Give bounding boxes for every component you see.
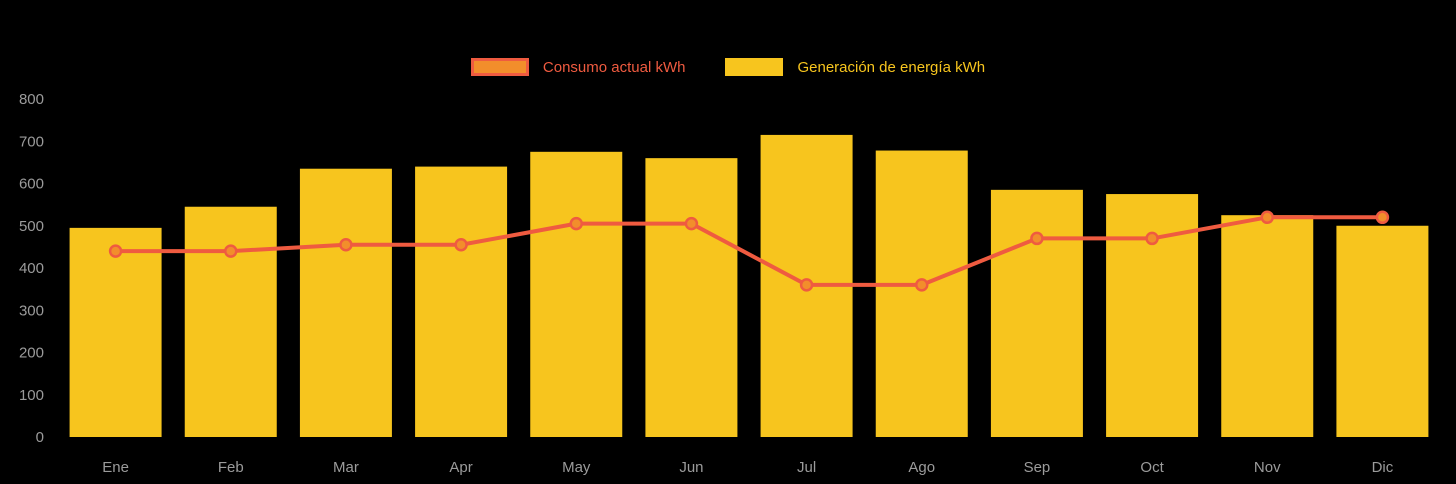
y-axis-tick-500: 500 — [19, 218, 44, 235]
y-axis-tick-800: 800 — [19, 91, 44, 108]
x-axis-label-sep: Sep — [1024, 459, 1051, 476]
legend-item-consumo[interactable]: Consumo actual kWh — [470, 58, 686, 76]
x-axis-label-may: May — [562, 459, 591, 476]
x-axis-label-mar: Mar — [333, 459, 359, 476]
legend-swatch-consumo — [470, 58, 529, 76]
line-point-feb[interactable] — [224, 244, 238, 258]
consumption-line[interactable] — [113, 215, 1385, 287]
legend-label-consumo: Consumo actual kWh — [542, 58, 686, 76]
line-point-dic[interactable] — [1375, 210, 1390, 225]
x-axis-label-oct: Oct — [1140, 459, 1164, 476]
bar-ago[interactable] — [875, 150, 968, 438]
bar-ene[interactable] — [69, 227, 162, 437]
y-axis-tick-400: 400 — [19, 260, 44, 277]
y-axis-tick-600: 600 — [19, 176, 44, 193]
bar-mar[interactable] — [299, 168, 392, 437]
y-axis-tick-300: 300 — [19, 302, 44, 319]
line-point-nov[interactable] — [1260, 210, 1274, 225]
line-point-oct[interactable] — [1145, 231, 1159, 246]
line-point-sep[interactable] — [1030, 231, 1044, 246]
chart-legend: Consumo actual kWh Generación de energía… — [0, 58, 1456, 76]
bar-feb[interactable] — [184, 206, 277, 437]
y-axis-tick-700: 700 — [19, 133, 44, 150]
legend-swatch-generacion — [725, 58, 784, 76]
x-axis-label-nov: Nov — [1254, 459, 1281, 476]
bar-jun[interactable] — [645, 158, 738, 437]
x-axis-label-apr: Apr — [449, 459, 472, 476]
y-axis-tick-0: 0 — [36, 429, 44, 446]
legend-item-generacion[interactable]: Generación de energía kWh — [725, 58, 985, 76]
line-point-ene[interactable] — [108, 244, 123, 258]
x-axis-label-dic: Dic — [1372, 459, 1394, 476]
y-axis-tick-100: 100 — [19, 387, 44, 404]
line-point-mar[interactable] — [339, 238, 353, 252]
bar-dic[interactable] — [1336, 225, 1429, 437]
x-axis-label-jun: Jun — [679, 459, 703, 476]
x-axis-label-jul: Jul — [797, 459, 816, 476]
x-axis-label-ene: Ene — [102, 459, 129, 476]
line-point-apr[interactable] — [454, 238, 468, 252]
y-axis-tick-200: 200 — [19, 345, 44, 362]
bar-sep[interactable] — [990, 189, 1083, 437]
x-axis-label-ago: Ago — [908, 459, 935, 476]
bar-apr[interactable] — [415, 166, 508, 437]
line-point-may[interactable] — [569, 216, 583, 231]
line-point-ago[interactable] — [915, 278, 929, 292]
bar-nov[interactable] — [1221, 215, 1314, 437]
line-point-jun[interactable] — [684, 216, 699, 231]
line-point-jul[interactable] — [799, 278, 814, 292]
x-axis-label-feb: Feb — [218, 459, 244, 476]
legend-label-generacion: Generación de energía kWh — [797, 58, 986, 76]
bar-may[interactable] — [530, 151, 623, 437]
